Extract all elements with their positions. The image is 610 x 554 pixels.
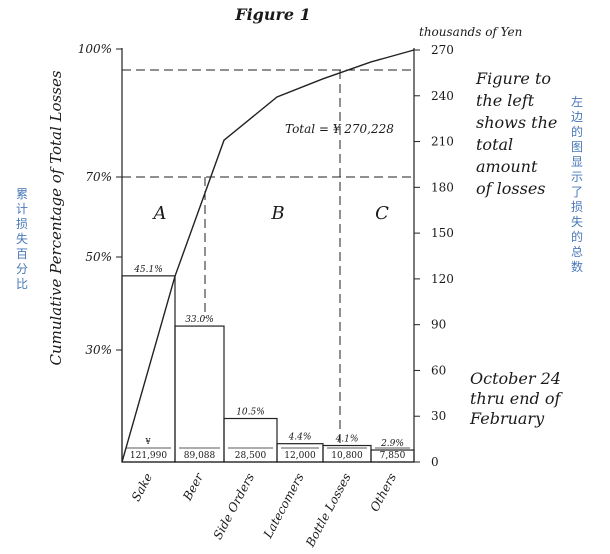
- currency-mark: ¥: [144, 437, 151, 446]
- side-note-line: shows the: [476, 113, 557, 132]
- cn-right-char: 的: [571, 124, 583, 139]
- cn-left-char: 累: [16, 187, 28, 201]
- right-tick-label: 150: [431, 226, 454, 240]
- left-tick-label: 100%: [78, 42, 112, 56]
- right-tick-label: 60: [431, 363, 446, 377]
- cn-right-char: 边: [571, 110, 583, 124]
- right-tick-label: 270: [431, 43, 454, 57]
- date-note-line: thru end of: [470, 389, 564, 408]
- right-tick-label: 210: [431, 135, 454, 149]
- bar: [370, 449, 415, 463]
- percent-label: 4.1%: [335, 435, 359, 445]
- cn-right-char: 总: [571, 245, 583, 259]
- cn-left-char: 失: [16, 231, 28, 246]
- percent-label: 33.0%: [185, 315, 214, 325]
- side-note-line: total: [476, 135, 513, 154]
- cn-left-char: 比: [16, 277, 28, 291]
- chart-title: Figure 1: [234, 5, 311, 24]
- right-tick-label: 0: [431, 455, 439, 469]
- side-note-line: amount: [476, 157, 538, 176]
- side-note-line: of losses: [476, 179, 546, 198]
- left-tick-label: 50%: [85, 250, 112, 264]
- cn-left-char: 分: [16, 262, 28, 276]
- value-label: 28,500: [235, 451, 267, 461]
- chart-marks: 100% 70% 50% 30% 270 240 210 180 150 120 90 60 30 0 45…: [78, 42, 454, 550]
- total-label: Total = ¥ 270,228: [285, 122, 394, 136]
- left-tick-label: 70%: [85, 170, 112, 184]
- cn-right-char: 数: [571, 259, 583, 274]
- right-tick-label: 120: [431, 272, 454, 286]
- cumulative-line: [121, 49, 415, 463]
- right-tick-label: 90: [431, 318, 446, 332]
- left-tick-label: 30%: [85, 343, 112, 357]
- value-label: 121,990: [130, 451, 167, 461]
- value-label: 7,850: [380, 451, 406, 461]
- bar: [174, 325, 225, 463]
- cn-right-char: 图: [571, 140, 583, 154]
- date-note-line: October 24: [470, 369, 561, 388]
- category-label: Side Orders: [211, 471, 258, 542]
- cn-left-char: 百: [16, 247, 28, 261]
- cn-right-char: 显: [571, 155, 583, 169]
- cn-left-char: 计: [16, 202, 28, 216]
- percent-label: 4.4%: [288, 433, 312, 443]
- cn-right-char: 损: [571, 200, 583, 214]
- category-label: Latecomers: [260, 471, 306, 541]
- right-tick-label: 240: [431, 89, 454, 103]
- percent-label: 2.9%: [380, 439, 404, 449]
- right-tick-label: 180: [431, 180, 454, 194]
- cn-right-char: 了: [571, 185, 583, 199]
- date-note-line: February: [469, 409, 545, 428]
- cn-right-char: 失: [571, 214, 583, 229]
- side-note-line: Figure to: [475, 69, 551, 88]
- left-axis-title: Cumulative Percentage of Total Losses: [47, 70, 65, 365]
- cn-right-char: 示: [571, 170, 583, 184]
- zone-label: B: [270, 203, 284, 224]
- cn-right-char: 的: [571, 229, 583, 244]
- zone-label: A: [152, 203, 167, 224]
- zone-label: C: [375, 203, 389, 224]
- category-label: Beer: [180, 470, 207, 504]
- cn-right-char: 左: [571, 94, 583, 109]
- percent-label: 45.1%: [133, 265, 163, 275]
- bar: [223, 417, 278, 463]
- value-label: 89,088: [184, 451, 216, 461]
- category-label: Sake: [129, 471, 155, 504]
- category-label: Bottle Losses: [303, 471, 354, 549]
- percent-label: 10.5%: [236, 408, 265, 418]
- side-note: Figure to the left shows the total amount of …: [475, 69, 557, 198]
- right-tick-label: 30: [431, 409, 446, 423]
- side-note-line: the left: [476, 91, 535, 110]
- category-label: Others: [367, 471, 399, 514]
- right-axis-title: thousands of Yen: [419, 25, 522, 39]
- value-label: 12,000: [284, 451, 316, 461]
- value-label: 10,800: [331, 451, 363, 461]
- cn-left-char: 损: [16, 217, 28, 231]
